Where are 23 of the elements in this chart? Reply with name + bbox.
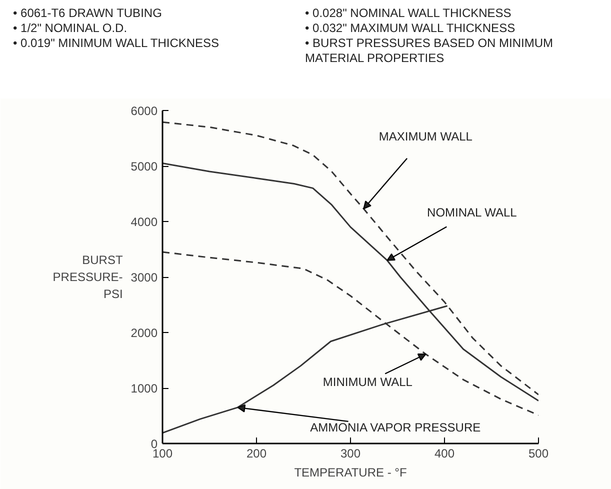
text: • 0.019" MINIMUM WALL THICKNESS <box>13 36 220 51</box>
text: • 6061-T6 DRAWN TUBING <box>13 6 163 21</box>
text: • 0.028" NOMINAL WALL THICKNESS <box>305 6 512 21</box>
y-tick-label: 5000 <box>130 160 158 174</box>
y-tick-label: 3000 <box>130 270 158 284</box>
x-axis-title: TEMPERATURE - °F <box>294 466 407 480</box>
y-tick-label: 2000 <box>130 326 158 340</box>
text: • 1/2" NOMINAL O.D. <box>13 21 128 36</box>
text: • BURST PRESSURES BASED ON MINIMUM MATERIAL PROPERTIES <box>305 36 554 66</box>
y-tick-label: 6000 <box>130 104 158 118</box>
y-axis-title: BURST PRESSURE- PSI <box>52 253 124 301</box>
annotation: NOMINAL WALL <box>427 205 518 220</box>
x-tick-label: 300 <box>340 446 361 460</box>
x-tick-label: 200 <box>246 446 267 460</box>
y-tick-label: 4000 <box>130 215 158 229</box>
x-tick-label: 100 <box>152 446 173 460</box>
x-tick-label: 400 <box>434 446 455 460</box>
y-tick-label: 1000 <box>130 382 158 396</box>
text: • 0.032" MAXIMUM WALL THICKNESS <box>305 21 516 36</box>
x-tick-label: 500 <box>528 446 549 460</box>
annotation: MAXIMUM WALL <box>378 130 473 144</box>
annotation: AMMONIA VAPOR PRESSURE <box>310 420 481 434</box>
annotation: MINIMUM WALL <box>322 375 413 390</box>
